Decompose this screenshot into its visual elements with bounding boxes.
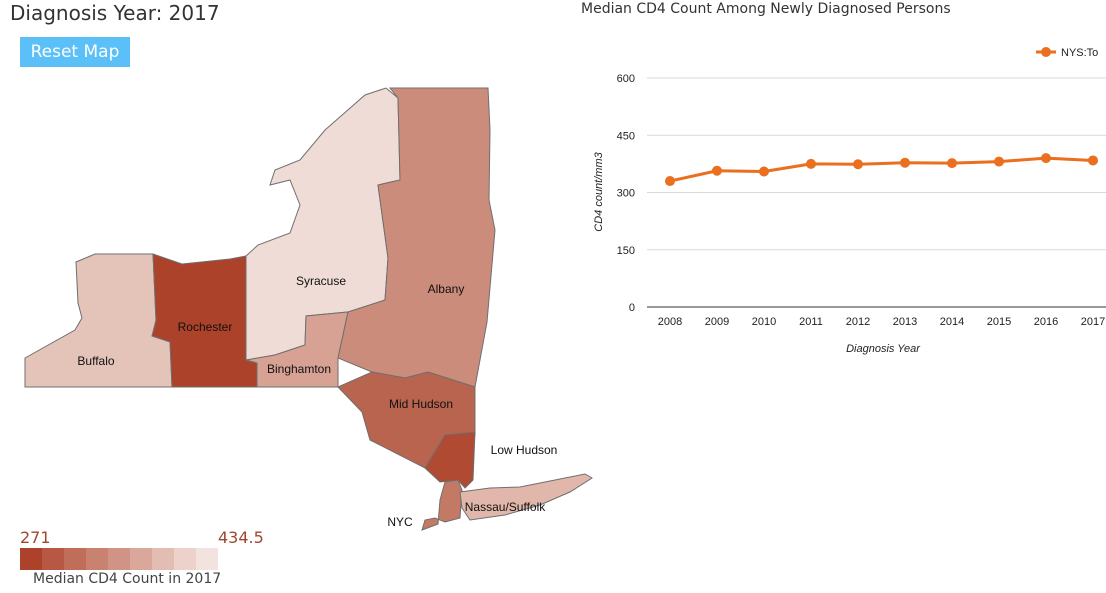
data-point	[759, 166, 769, 177]
label-albany: Albany	[428, 282, 465, 296]
label-mid-hudson: Mid Hudson	[389, 397, 453, 411]
legend-swatch	[130, 548, 152, 570]
x-tick-label: 2017	[1081, 316, 1105, 328]
label-low-hudson: Low Hudson	[491, 443, 558, 457]
y-tick-label: 0	[629, 302, 635, 314]
region-buffalo[interactable]	[24, 253, 173, 388]
legend-max-value: 434.5	[218, 528, 264, 547]
x-tick-label: 2014	[940, 316, 964, 328]
y-tick-label: 150	[617, 245, 635, 257]
legend-swatch	[196, 548, 218, 570]
legend-label: NYS:To	[1061, 47, 1098, 59]
x-tick-label: 2016	[1034, 316, 1058, 328]
legend-marker	[1041, 47, 1051, 57]
legend-swatch	[42, 548, 64, 570]
data-point	[665, 176, 675, 187]
legend-swatch	[152, 548, 174, 570]
legend-swatch	[86, 548, 108, 570]
series-line	[669, 156, 1094, 183]
region-nyc[interactable]	[421, 479, 463, 531]
y-tick-label: 300	[617, 188, 635, 200]
x-tick-label: 2010	[752, 316, 776, 328]
x-tick-label: 2012	[846, 316, 870, 328]
x-tick-label: 2011	[799, 316, 823, 328]
legend-caption: Median CD4 Count in 2017	[33, 571, 222, 587]
label-nassau-suffolk: Nassau/Suffolk	[465, 500, 546, 514]
data-point	[853, 159, 863, 170]
y-tick-label: 450	[617, 130, 635, 142]
x-axis-title: Diagnosis Year	[846, 343, 921, 355]
data-point	[900, 157, 910, 168]
region-low-hudson[interactable]	[424, 431, 476, 489]
chart-title: Median CD4 Count Among Newly Diagnosed P…	[581, 1, 951, 17]
x-tick-label: 2015	[987, 316, 1011, 328]
y-tick-label: 600	[617, 73, 635, 85]
page-title: Diagnosis Year: 2017	[10, 1, 220, 25]
label-binghamton: Binghamton	[267, 362, 331, 376]
color-scale-legend	[20, 548, 218, 570]
label-buffalo: Buffalo	[77, 354, 114, 368]
label-rochester: Rochester	[178, 320, 233, 334]
data-point	[1088, 155, 1098, 166]
legend-swatch	[64, 548, 86, 570]
legend-swatch	[108, 548, 130, 570]
x-tick-label: 2013	[893, 316, 917, 328]
region-nassau-suffolk[interactable]	[459, 473, 593, 521]
x-tick-label: 2009	[705, 316, 729, 328]
legend-swatch	[20, 548, 42, 570]
data-point	[994, 156, 1004, 167]
legend-min-value: 271	[20, 528, 51, 547]
data-point	[1041, 153, 1051, 164]
label-nyc: NYC	[387, 515, 413, 529]
y-axis-title: CD4 count/mm3	[593, 151, 605, 231]
line-chart: 0 150 300 450 600 2008 2009 2010 2011 2012 2013 201…	[593, 47, 1106, 355]
data-point	[712, 165, 722, 176]
ny-region-map: Buffalo Rochester Syracuse Binghamton Al…	[24, 87, 593, 531]
label-syracuse: Syracuse	[296, 274, 346, 288]
data-point	[806, 158, 816, 169]
data-point	[947, 158, 957, 169]
x-tick-label: 2008	[658, 316, 682, 328]
reset-map-button[interactable]: Reset Map	[20, 37, 130, 67]
legend-swatch	[174, 548, 196, 570]
